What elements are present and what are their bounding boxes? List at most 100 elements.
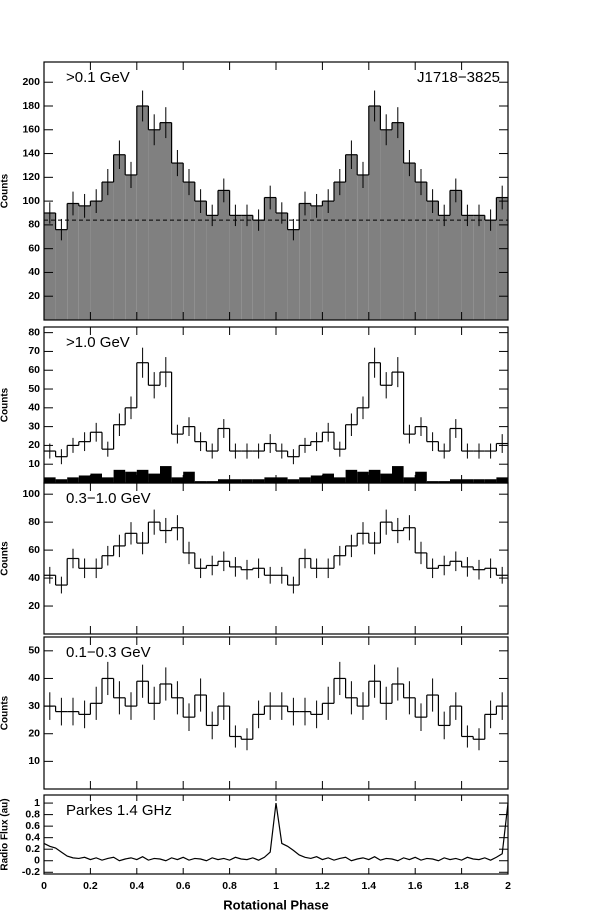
bar [438,481,450,483]
y-tick-label: 80 [28,326,40,338]
y-tick-label: 60 [28,242,40,254]
y-axis-label: Counts [0,695,11,730]
y-tick-label: -0.2 [22,866,40,878]
y-tick-label: 80 [28,516,40,528]
x-tick-label: 2 [505,880,511,892]
bar [403,477,416,483]
bar [357,471,369,483]
y-tick-label: 80 [28,219,40,231]
y-tick-label: 120 [22,171,40,183]
bar [113,469,126,483]
x-tick-label: 0.6 [176,880,191,892]
bar [206,215,218,320]
y-tick-label: 10 [28,458,40,470]
y-tick-label: 30 [28,420,40,432]
bar [194,481,207,483]
bar [415,182,427,320]
bar [44,477,56,483]
bar [276,477,288,483]
bar [322,473,334,483]
bar [426,201,439,320]
bar [484,220,497,320]
bar [229,479,242,483]
bar [102,477,114,483]
bar [55,229,68,320]
y-tick-label: 20 [28,600,40,612]
bar [206,481,218,483]
y-tick-label: 100 [22,195,40,207]
x-tick-label: 0.2 [83,880,98,892]
x-tick-label: 1.6 [408,880,423,892]
bar [148,129,160,320]
x-tick-label: 1.2 [315,880,330,892]
bar [125,174,137,320]
x-tick-label: 1 [273,880,279,892]
y-axis-label: Counts [0,541,11,576]
bar [171,477,184,483]
bar [67,203,79,320]
bar [368,469,381,483]
y-tick-label: 0.6 [25,820,40,832]
bar [252,479,265,483]
bar [160,466,172,483]
bar [264,477,276,483]
x-tick-label: 1.4 [361,880,376,892]
y-tick-label: 180 [22,100,40,112]
y-tick-label: 40 [28,402,40,414]
annotation: 0.3−1.0 GeV [66,490,151,507]
y-tick-label: 40 [28,672,40,684]
bar [160,122,172,320]
y-tick-label: 40 [28,266,40,278]
y-tick-label: 10 [28,755,40,767]
bar [392,122,404,320]
bar [438,215,450,320]
data-line [43,802,509,862]
bar [55,479,68,483]
y-tick-label: 50 [28,645,40,657]
bar [496,197,508,320]
bar [218,190,230,320]
bar [241,479,253,483]
bar [287,229,300,320]
x-axis-label: Rotational Phase [223,897,328,912]
y-tick-label: 20 [28,728,40,740]
y-tick-label: 40 [28,572,40,584]
y-tick-label: 60 [28,544,40,556]
bar [241,215,253,320]
y-tick-label: 0.8 [25,808,40,820]
bar [171,163,184,320]
bar [264,197,276,320]
y-tick-label: 20 [28,439,40,451]
bar [136,105,149,320]
bar [276,212,288,320]
bar [473,479,485,483]
bar [426,481,439,483]
bar [368,105,381,320]
bar [183,471,195,483]
bar [113,154,126,320]
bar [450,479,462,483]
bar [299,203,311,320]
bar [380,129,392,320]
bar [252,220,265,320]
bar [90,473,102,483]
bar [345,469,358,483]
y-axis-label: Counts [0,387,11,422]
bar [380,473,392,483]
annotation: >0.1 GeV [66,69,130,86]
bar [194,201,207,320]
y-tick-label: 200 [22,76,40,88]
bar [136,469,149,483]
bar [334,182,346,320]
bar [125,471,137,483]
y-tick-label: 0 [34,855,40,867]
bar [403,163,416,320]
bar [357,174,369,320]
annotation: >1.0 GeV [66,334,130,351]
bar [345,154,358,320]
bar [229,215,242,320]
annotation: 0.1−0.3 GeV [66,644,151,661]
y-axis-label: Radio Flux (au) [0,798,11,870]
bar [484,479,497,483]
bar [310,205,323,320]
